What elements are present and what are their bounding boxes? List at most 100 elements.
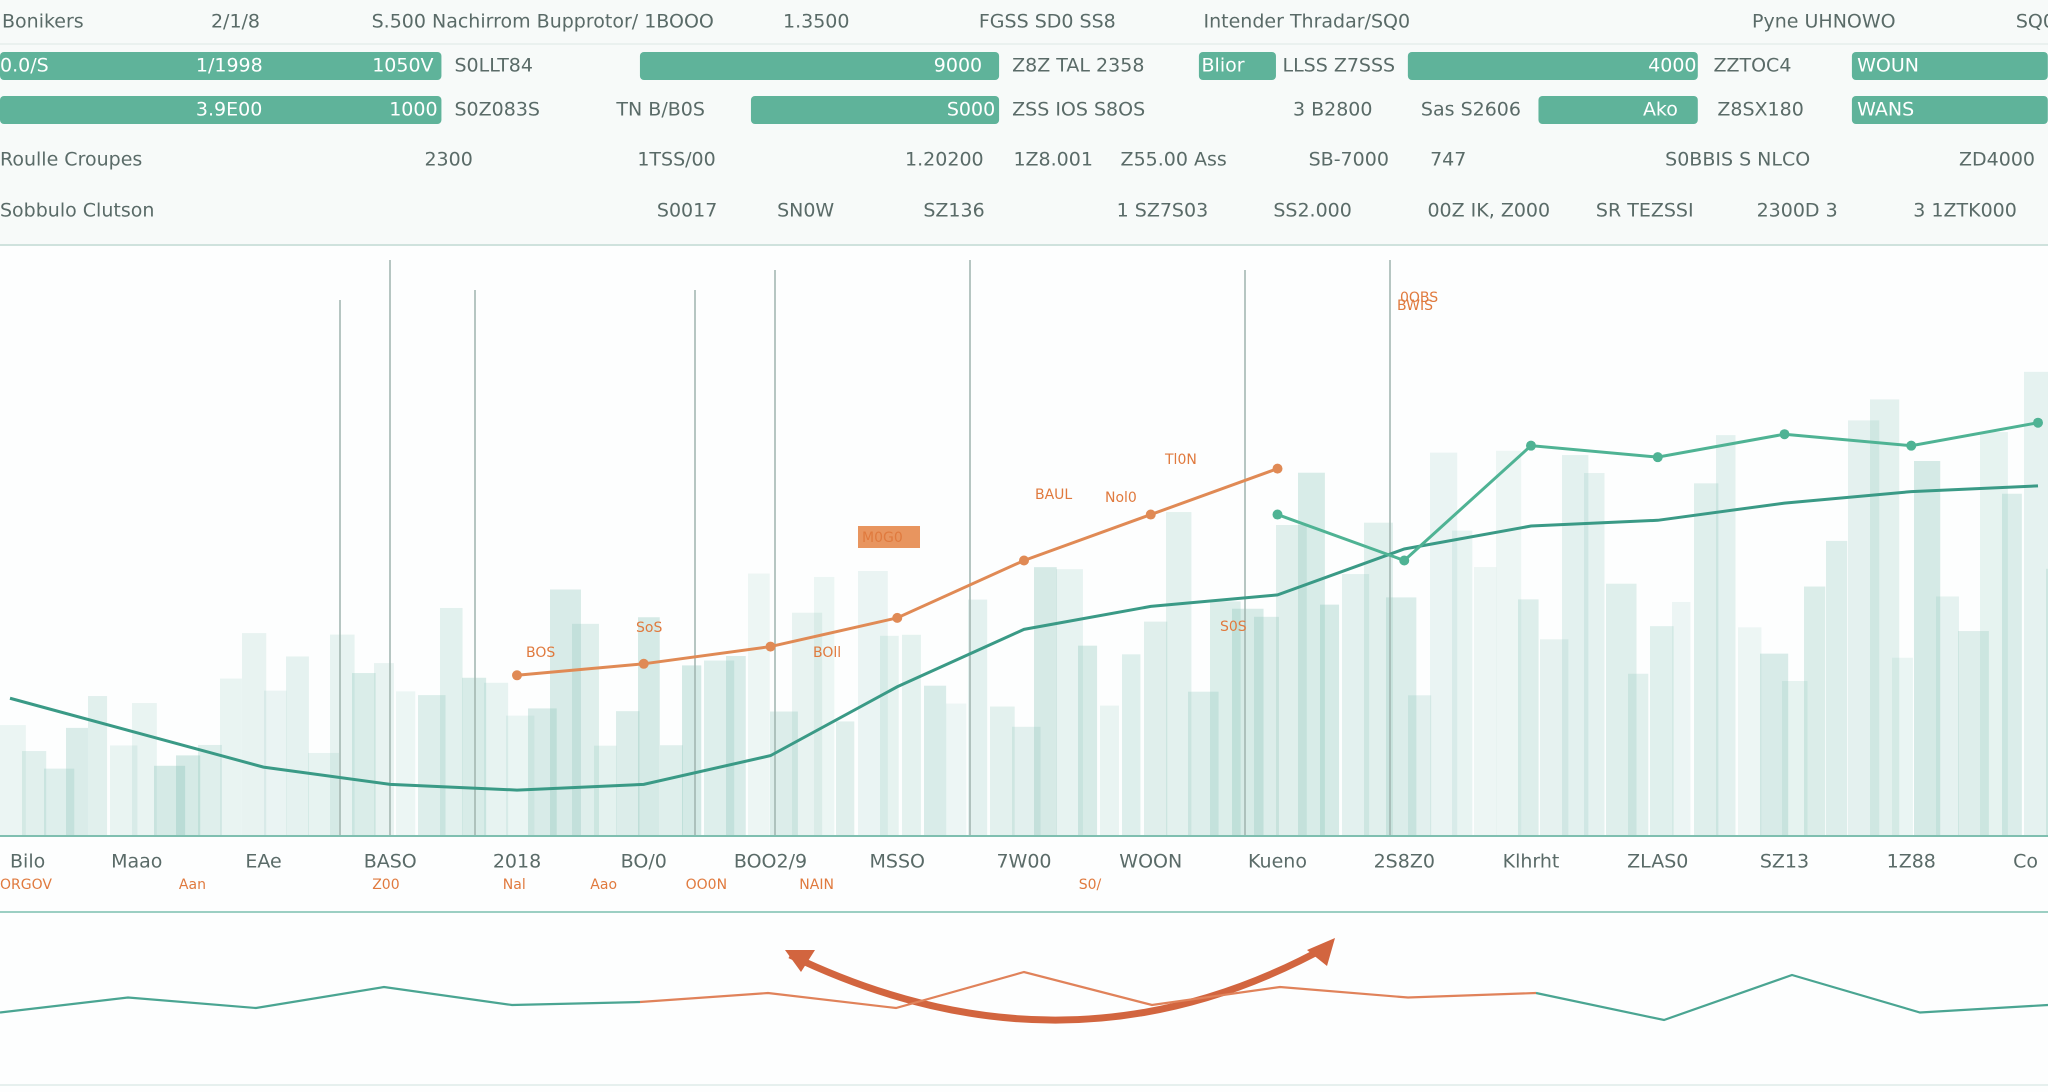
x-tick-label: Bilo (10, 851, 45, 873)
backdrop-bar (2024, 371, 2048, 836)
annotation: BAUL (1035, 487, 1072, 503)
row-bar (1538, 96, 1698, 124)
backdrop-bar (1320, 604, 1340, 836)
table-cell: 1/1998 (196, 55, 263, 77)
series-line (0, 973, 2048, 1022)
backdrop-bar (242, 633, 267, 836)
table-cell: TN B/B0S (615, 99, 704, 121)
table-cell: 1050V (372, 55, 433, 77)
table-cell: SR TEZSSI (1596, 200, 1694, 222)
point (765, 641, 776, 652)
x-tick-label: BO/0 (621, 851, 667, 873)
point (1272, 509, 1283, 520)
header-label: Pyne UHNOWO (1752, 11, 1896, 33)
point (1906, 440, 1917, 451)
backdrop-bar (836, 721, 855, 836)
backdrop-bar (990, 706, 1015, 836)
backdrop-bar (0, 725, 26, 836)
backdrop-bar (2046, 568, 2048, 836)
table-cell: Sobbulo Clutson (0, 200, 154, 222)
backdrop-bar (726, 656, 746, 836)
backdrop-bar (1738, 627, 1762, 836)
table-cell: 9000 (934, 55, 982, 77)
x-tick-label: ZLAS0 (1627, 851, 1688, 873)
backdrop-bar (1452, 530, 1473, 836)
table-cell: 1 SZ7S03 (1117, 200, 1209, 222)
backdrop-bar (286, 656, 309, 836)
backdrop-bar (1980, 432, 2008, 836)
axis-note: Nal (503, 877, 526, 893)
table-cell: Z8SX180 (1717, 99, 1803, 121)
backdrop-bar (308, 752, 339, 836)
backdrop-bar (1144, 621, 1168, 836)
x-tick-label: Kueno (1248, 851, 1307, 873)
table-cell: Ako (1643, 99, 1678, 121)
backdrop-bar (924, 685, 947, 836)
backdrop-bar (440, 607, 463, 836)
backdrop-bar (1628, 673, 1649, 836)
annotation: S0S (1220, 619, 1247, 635)
x-tick-label: EAe (245, 851, 281, 873)
x-tick-label: 7W00 (996, 851, 1051, 873)
axis-note: Aan (179, 877, 206, 893)
backdrop-bar (1188, 691, 1219, 836)
backdrop-bar (572, 623, 599, 836)
backdrop-bar (22, 751, 47, 836)
point (1399, 555, 1410, 566)
backdrop-bar (506, 715, 535, 836)
x-tick-label: 1Z88 (1887, 851, 1936, 873)
table-cell: 3 B2800 (1293, 99, 1373, 121)
backdrop-bar (418, 695, 446, 836)
backdrop-bar (330, 634, 355, 836)
point (1652, 452, 1663, 463)
table-cell: WOUN (1857, 55, 1919, 77)
table-cell: 4000 (1648, 55, 1696, 77)
backdrop-bar (198, 744, 222, 836)
backdrop-bar (1276, 524, 1307, 836)
table-cell: Sas S2606 (1421, 99, 1521, 121)
annotation: SoS (636, 620, 662, 636)
row-bar (0, 52, 442, 80)
header-label: Intender Thradar/SQ0 (1204, 11, 1411, 33)
annotation-box (858, 526, 920, 548)
backdrop-bar (1562, 455, 1589, 836)
backdrop-bar (1100, 705, 1119, 836)
axis-note: NAIN (799, 877, 834, 893)
backdrop-bar (528, 708, 557, 836)
table-cell: SN0W (777, 200, 834, 222)
table-cell: 747 (1430, 149, 1466, 171)
arrow (788, 941, 1332, 1024)
backdrop-bar (1760, 653, 1789, 836)
axis-note: Z00 (372, 877, 399, 893)
annotation: BWIS (1397, 298, 1433, 314)
x-tick-label: Maao (111, 851, 162, 873)
header-label: SQ0 (2016, 11, 2048, 33)
table-cell: 2300D 3 (1757, 200, 1838, 222)
point (892, 612, 903, 623)
backdrop-bar (594, 745, 617, 836)
backdrop-bar (1056, 569, 1083, 836)
x-tick-label: MSSO (870, 851, 925, 873)
backdrop-bar (1650, 626, 1674, 836)
table-cell: 1Z8.001 (1013, 149, 1093, 171)
point (638, 658, 649, 669)
backdrop-bar (1210, 601, 1241, 836)
backdrop-bar (1166, 512, 1192, 836)
table-cell: S0BBIS S NLCO (1665, 149, 1810, 171)
table-cell: S0017 (657, 200, 717, 222)
backdrop-bar (880, 635, 899, 836)
backdrop-bar (44, 768, 75, 836)
point (1526, 440, 1536, 451)
backdrop-bar (66, 727, 88, 836)
table-cell: Roulle Croupes (0, 149, 142, 171)
backdrop-bar (1474, 567, 1497, 836)
header-label: 1.3500 (783, 11, 849, 33)
backdrop-bar (638, 617, 660, 836)
point (1272, 463, 1283, 474)
annotation: Nol0 (1105, 490, 1137, 506)
table-cell: SB-7000 (1309, 149, 1389, 171)
row-bar (1407, 52, 1698, 80)
backdrop-bar (1584, 473, 1605, 836)
table-cell: ZSS IOS S8OS (1012, 99, 1145, 121)
backdrop-bar (132, 703, 157, 836)
